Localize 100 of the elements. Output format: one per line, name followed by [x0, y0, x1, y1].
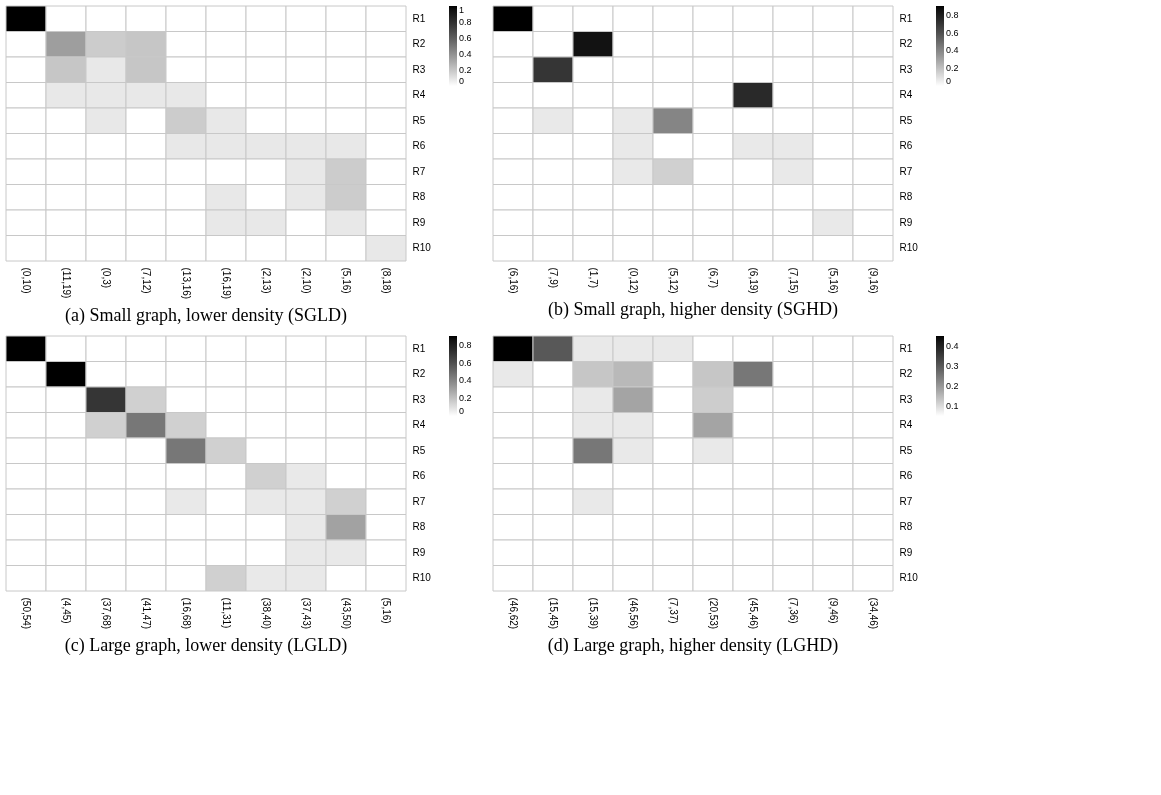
y-tick-label: R5: [899, 444, 913, 456]
y-tick-label: R9: [899, 546, 913, 558]
y-tick-label: R4: [899, 419, 913, 431]
y-tick-label: R3: [899, 393, 913, 405]
x-tick-label: (37,68): [101, 597, 112, 630]
x-tick-label: (7,9): [548, 267, 559, 289]
x-tick-label: (16,19): [221, 267, 232, 300]
x-tick-label: (2,13): [261, 267, 272, 294]
y-tick-label: R5: [412, 114, 426, 126]
y-tick-label: R9: [899, 216, 913, 228]
x-tick-label: (34,46): [868, 597, 879, 630]
y-tick-label: R2: [899, 38, 913, 50]
color-bar-label: 0.2: [459, 393, 472, 404]
y-tick-label: R7: [899, 495, 913, 507]
color-bar-label: 0.2: [459, 65, 472, 75]
y-tick-label: R2: [412, 368, 426, 380]
color-bar-label: 0: [459, 406, 465, 416]
y-tick-label: R4: [899, 89, 913, 101]
x-tick-label: (46,56): [628, 597, 639, 630]
y-tick-label: R8: [899, 191, 913, 203]
color-bar-label: 0.2: [946, 381, 959, 391]
x-tick-label: (15,45): [548, 597, 559, 630]
y-tick-label: R6: [412, 140, 426, 152]
x-tick-label: (8,18): [381, 267, 392, 294]
y-tick-label: R8: [412, 191, 426, 203]
color-bar-label: 0.3: [946, 361, 959, 371]
y-tick-label: R10: [412, 242, 432, 254]
y-tick-label: R10: [899, 242, 919, 254]
y-tick-label: R2: [899, 368, 913, 380]
color-bar-label: 0.8: [459, 17, 472, 27]
text: (d) Large graph, higher density (LGHD): [547, 634, 839, 656]
y-tick-label: R8: [899, 521, 913, 533]
x-tick-label: (41,47): [141, 597, 152, 630]
color-bar-label: 0.4: [946, 45, 959, 56]
x-tick-label: (7,15): [788, 267, 799, 294]
text: (a) Small graph, lower density (SGLD): [65, 304, 347, 326]
color-bar-label: 0.6: [459, 357, 472, 368]
x-tick-label: (0,12): [628, 267, 639, 294]
color-bar-label: 0.4: [459, 49, 472, 59]
x-tick-label: (13,16): [181, 267, 192, 300]
y-tick-label: R6: [412, 470, 426, 482]
y-tick-label: R3: [899, 63, 913, 75]
y-tick-label: R9: [412, 216, 426, 228]
x-tick-label: (0,10): [21, 267, 32, 294]
color-bar-label: 0.8: [459, 339, 472, 350]
x-tick-label: (37,43): [301, 597, 312, 630]
x-tick-label: (46,62): [508, 597, 519, 630]
x-tick-label: (7,12): [141, 267, 152, 294]
x-tick-label: (6,7): [708, 267, 719, 289]
x-tick-label: (20,53): [708, 597, 719, 630]
x-tick-label: (4,45): [61, 597, 72, 624]
x-tick-label: (9,16): [868, 267, 879, 294]
color-bar-label: 0.4: [946, 341, 959, 351]
color-bar-label: 1: [459, 5, 465, 15]
x-tick-label: (50,54): [21, 597, 32, 630]
x-tick-label: (9,46): [828, 597, 839, 624]
y-tick-label: R1: [899, 342, 913, 354]
y-tick-label: R1: [899, 12, 913, 24]
x-tick-label: (5,16): [381, 597, 392, 624]
x-tick-label: (0,3): [101, 267, 112, 289]
x-tick-label: (2,10): [301, 267, 312, 294]
x-tick-label: (6,19): [748, 267, 759, 294]
y-tick-label: R7: [412, 495, 426, 507]
text: (c) Large graph, lower density (LGLD): [64, 634, 348, 656]
y-tick-label: R3: [412, 63, 426, 75]
x-tick-label: (1,7): [588, 267, 599, 289]
y-tick-label: R3: [412, 393, 426, 405]
x-tick-label: (38,40): [261, 597, 272, 630]
x-tick-label: (7,37): [668, 597, 679, 624]
color-bar-label: 0.2: [946, 63, 959, 74]
y-tick-label: R10: [412, 572, 432, 584]
x-tick-label: (6,16): [508, 267, 519, 294]
y-tick-label: R5: [412, 444, 426, 456]
color-bar-label: 0.1: [946, 401, 959, 411]
x-tick-label: (11,19): [61, 267, 72, 299]
x-tick-label: (15,39): [588, 597, 599, 630]
y-tick-label: R2: [412, 38, 426, 50]
color-bar-label: 0.8: [946, 9, 959, 20]
x-tick-label: (43,50): [341, 597, 352, 630]
x-tick-label: (5,16): [341, 267, 352, 294]
y-tick-label: R9: [412, 546, 426, 558]
y-tick-label: R10: [899, 572, 919, 584]
y-tick-label: R1: [412, 342, 426, 354]
x-tick-label: (45,46): [748, 597, 759, 630]
y-tick-label: R6: [899, 470, 913, 482]
y-tick-label: R4: [412, 89, 426, 101]
x-tick-label: (5,16): [828, 267, 839, 294]
color-bar-label: 0.4: [459, 375, 472, 386]
color-bar-label: 0.6: [459, 33, 472, 43]
x-tick-label: (5,12): [668, 267, 679, 294]
y-tick-label: R6: [899, 140, 913, 152]
y-tick-label: R7: [412, 165, 426, 177]
text: (b) Small graph, higher density (SGHD): [548, 299, 838, 321]
color-bar-label: 0: [946, 76, 952, 86]
x-tick-label: (16,68): [181, 597, 192, 630]
y-tick-label: R4: [412, 419, 426, 431]
x-tick-label: (11,31): [221, 597, 232, 629]
y-tick-label: R8: [412, 521, 426, 533]
y-tick-label: R5: [899, 114, 913, 126]
color-bar-label: 0: [459, 76, 465, 86]
